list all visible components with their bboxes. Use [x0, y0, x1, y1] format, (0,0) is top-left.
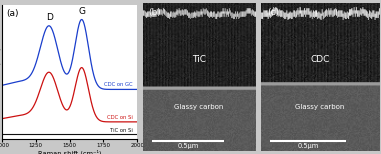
Text: (c): (c) — [267, 8, 279, 16]
Text: 0.5μm: 0.5μm — [177, 143, 199, 149]
Text: G: G — [78, 7, 85, 16]
Text: Glassy carbon: Glassy carbon — [174, 104, 224, 109]
X-axis label: Raman shift (cm⁻¹): Raman shift (cm⁻¹) — [38, 149, 101, 154]
Text: Glassy carbon: Glassy carbon — [295, 104, 345, 109]
Text: TiC: TiC — [192, 55, 206, 64]
Text: (a): (a) — [6, 9, 18, 18]
Text: CDC: CDC — [311, 55, 330, 64]
Text: CDC on GC: CDC on GC — [104, 82, 133, 87]
Text: 0.5μm: 0.5μm — [298, 143, 319, 149]
Text: CDC on Si: CDC on Si — [107, 115, 133, 120]
Text: D: D — [46, 13, 53, 22]
Text: (b): (b) — [149, 8, 161, 16]
Text: TiC on Si: TiC on Si — [110, 128, 133, 133]
